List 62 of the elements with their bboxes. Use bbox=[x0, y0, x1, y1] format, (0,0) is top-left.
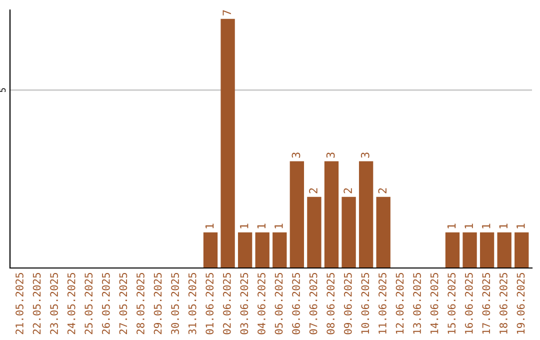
x-tick-label: 06.06.2025 bbox=[292, 273, 300, 334]
data-label: 1 bbox=[257, 224, 266, 228]
bar bbox=[255, 232, 270, 268]
data-label: 2 bbox=[378, 188, 386, 194]
x-tick-label: 12.06.2025 bbox=[396, 273, 404, 334]
x-tick-label: 19.06.2025 bbox=[516, 273, 525, 334]
data-label: 2 bbox=[344, 188, 352, 194]
x-tick-label: 21.05.2025 bbox=[16, 273, 24, 334]
bar bbox=[307, 196, 322, 268]
bar bbox=[497, 232, 512, 268]
x-tick-label: 25.05.2025 bbox=[84, 273, 93, 334]
data-label: 7 bbox=[222, 10, 231, 16]
x-tick-label: 04.06.2025 bbox=[258, 273, 266, 334]
data-label: 1 bbox=[516, 224, 525, 228]
data-label: 3 bbox=[292, 152, 300, 158]
x-tick-label: 01.06.2025 bbox=[206, 273, 214, 334]
data-label: 3 bbox=[360, 152, 370, 158]
data-label: 1 bbox=[499, 224, 508, 228]
data-label: 1 bbox=[447, 224, 456, 228]
bar bbox=[220, 18, 235, 268]
x-tick-label: 03.06.2025 bbox=[240, 273, 248, 334]
data-label: 1 bbox=[206, 224, 214, 228]
x-tick-label: 10.06.2025 bbox=[361, 273, 370, 334]
data-label: 2 bbox=[309, 188, 318, 194]
x-tick-label: 17.06.2025 bbox=[482, 273, 490, 334]
bar bbox=[358, 161, 374, 268]
bar bbox=[342, 196, 356, 268]
x-tick-label: 02.06.2025 bbox=[222, 273, 231, 334]
bar bbox=[203, 232, 218, 268]
data-label: 1 bbox=[274, 224, 283, 228]
x-tick-label: 08.06.2025 bbox=[326, 273, 335, 334]
x-tick-label: 07.06.2025 bbox=[309, 273, 318, 334]
x-tick-label: 24.05.2025 bbox=[67, 273, 76, 334]
x-tick-label: 28.05.2025 bbox=[136, 273, 144, 334]
bar bbox=[324, 161, 339, 268]
bar bbox=[272, 232, 287, 268]
bar bbox=[445, 232, 460, 268]
bar bbox=[514, 232, 529, 268]
data-label: 1 bbox=[464, 224, 473, 228]
bar bbox=[480, 232, 494, 268]
x-tick-label: 31.05.2025 bbox=[188, 273, 196, 334]
x-tick-label: 27.05.2025 bbox=[119, 273, 128, 334]
x-tick-label: 15.06.2025 bbox=[448, 273, 456, 334]
x-tick-label: 22.05.2025 bbox=[32, 273, 41, 334]
data-label: 1 bbox=[240, 224, 248, 228]
data-label: 3 bbox=[326, 152, 335, 158]
x-tick-label: 26.05.2025 bbox=[102, 273, 110, 334]
x-tick-label: 13.06.2025 bbox=[413, 273, 421, 334]
x-tick-label: 18.06.2025 bbox=[500, 273, 508, 334]
x-tick-label: 16.06.2025 bbox=[464, 273, 473, 334]
bar bbox=[376, 196, 390, 268]
bar bbox=[290, 161, 304, 268]
x-tick-label: 05.06.2025 bbox=[274, 273, 283, 334]
data-label: 1 bbox=[482, 224, 490, 228]
x-tick-label: 29.05.2025 bbox=[154, 273, 162, 334]
bar bbox=[462, 232, 477, 268]
x-tick-label: 30.05.2025 bbox=[171, 273, 179, 334]
x-tick-label: 23.05.2025 bbox=[50, 273, 58, 334]
bar bbox=[238, 232, 252, 268]
x-tick-label: 14.06.2025 bbox=[430, 273, 438, 334]
x-tick-label: 09.06.2025 bbox=[344, 273, 352, 334]
x-tick-label: 11.06.2025 bbox=[378, 273, 386, 334]
